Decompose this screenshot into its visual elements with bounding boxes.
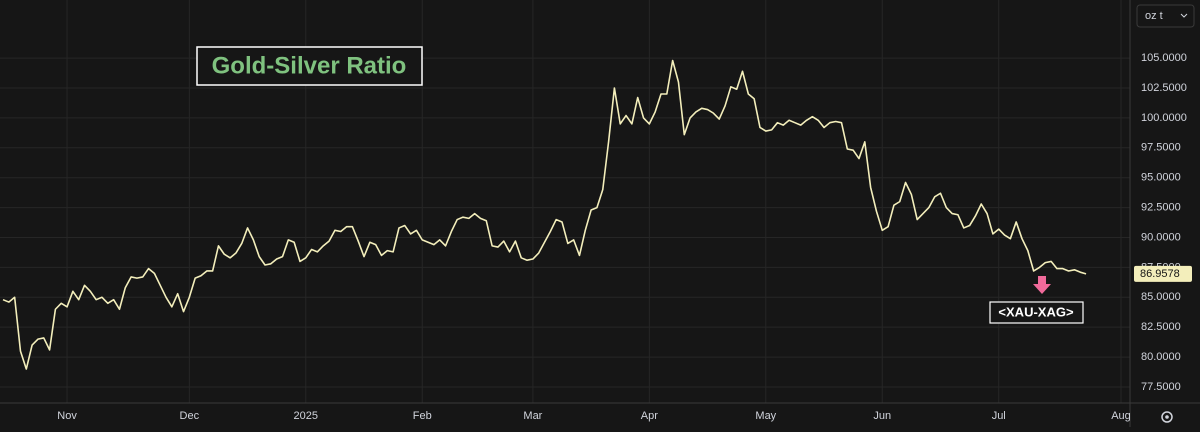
last-value-tag <box>1134 265 1192 282</box>
dropdown-icon <box>1180 13 1188 18</box>
symbol-box <box>989 301 1084 324</box>
arrow-marker <box>1033 276 1051 294</box>
y-tick-label: 100.0000 <box>1141 112 1187 124</box>
y-tick-label: 90.0000 <box>1141 231 1181 243</box>
title-box <box>196 46 423 86</box>
unit-selector[interactable] <box>1136 4 1195 28</box>
symbol-label: <XAU-XAG> <box>998 304 1074 319</box>
chart-title: Gold-Silver Ratio <box>212 52 407 79</box>
x-tick-label: Aug <box>1111 410 1131 422</box>
x-tick-label: Apr <box>641 410 658 422</box>
y-tick-label: 105.0000 <box>1141 52 1187 64</box>
x-tick-label: Feb <box>413 410 432 422</box>
x-tick-label: Jul <box>992 410 1006 422</box>
line-series <box>2 59 1087 370</box>
x-tick-label: Dec <box>180 410 200 422</box>
y-tick-label: 77.5000 <box>1141 381 1181 393</box>
settings-icon[interactable] <box>1161 411 1173 423</box>
x-tick-label: Jun <box>873 410 891 422</box>
plot <box>2 59 1087 370</box>
x-tick-label: May <box>755 410 776 422</box>
last-value-label: 86.9578 <box>1140 268 1180 280</box>
y-tick-label: 95.0000 <box>1141 172 1181 184</box>
grid <box>0 0 1130 403</box>
y-tick-label: 102.5000 <box>1141 82 1187 94</box>
y-tick-label: 97.5000 <box>1141 142 1181 154</box>
y-tick-label: 80.0000 <box>1141 351 1181 363</box>
y-tick-label: 82.5000 <box>1141 321 1181 333</box>
y-tick-label: 85.0000 <box>1141 291 1181 303</box>
unit-selector-label[interactable]: oz t <box>1145 10 1163 22</box>
y-tick-label: 92.5000 <box>1141 202 1181 214</box>
x-tick-label: Mar <box>523 410 542 422</box>
x-tick-label: Nov <box>57 410 77 422</box>
settings-icon-center <box>1165 415 1169 419</box>
x-tick-label: 2025 <box>294 410 318 422</box>
